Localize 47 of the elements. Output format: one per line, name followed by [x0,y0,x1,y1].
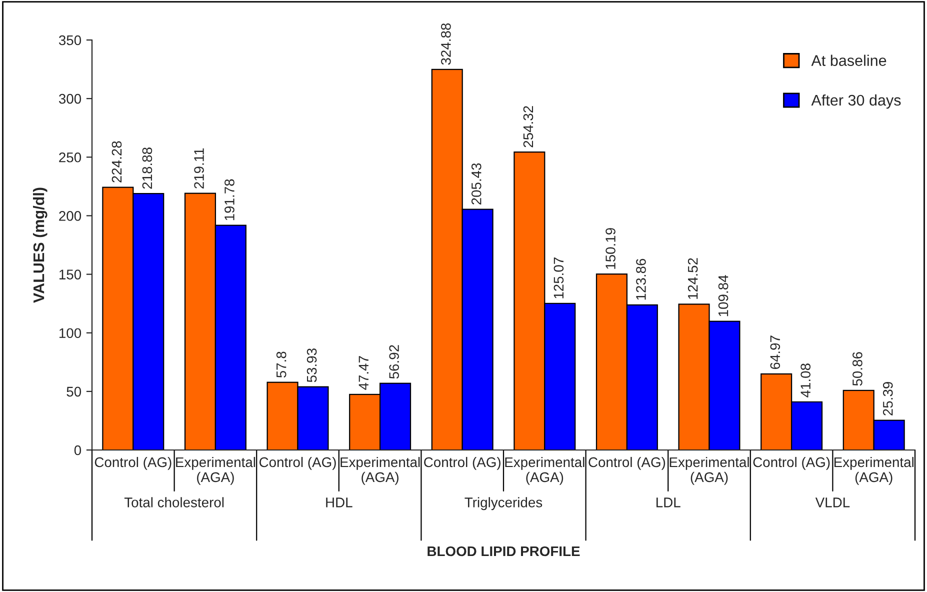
y-tick-label: 200 [59,211,82,221]
text: Total cholesterol [124,497,224,508]
data-label: 324.88 [441,23,451,65]
x-axis-title: BLOOD LIPID PROFILE [428,546,580,556]
x-tick-label: Control (AG) [94,456,172,470]
x-tick-label: Experimental (AGA) [670,456,749,485]
data-label: 56.92 [389,345,400,379]
data-label: 218.88 [142,148,152,189]
y-tick-label: 300 [58,94,82,104]
y-tick-label: 350 [58,35,82,46]
text: LDL [656,498,680,508]
x-tick-label: Control (AG) [259,456,336,470]
data-label: 254.32 [523,106,534,148]
data-label: 64.97 [770,336,780,370]
legend-label: After 30 days [811,94,901,109]
x-tick-label: Experimental (AGA) [834,456,914,485]
text: Triglycerides [464,497,542,510]
x-tick-label: Experimental (AGA) [176,456,256,485]
y-tick-label: 250 [59,152,82,162]
data-label: 191.78 [224,179,234,220]
data-label: 224.28 [112,141,122,182]
data-label: 219.11 [194,148,204,188]
x-tick-label: Experimental (AGA) [505,456,584,485]
y-axis-title: VALUES (mg/dl) [32,188,48,303]
data-label: 205.43 [471,163,482,204]
y-tick-label: 0 [74,445,82,456]
text: HDL [326,498,352,508]
data-label: 25.39 [882,382,893,416]
x-tick-label: Control (AG) [588,456,666,470]
data-label: 150.19 [606,228,616,269]
y-tick-label: 100 [59,328,82,338]
data-label: 125.07 [554,258,564,298]
data-label: 109.84 [718,275,728,316]
data-label: 123.86 [636,258,646,300]
y-tick-label: 150 [59,270,82,280]
x-tick-label: Control (AG) [753,456,830,470]
data-label: 57.8 [276,352,286,378]
data-label: 47.47 [358,356,368,390]
data-label: 41.08 [800,364,811,398]
text: VLDL [815,498,850,508]
legend-label: At baseline [811,54,886,66]
x-tick-label: Experimental (AGA) [340,456,420,485]
x-tick-label: Control (AG) [424,456,500,470]
data-label: 50.86 [852,352,862,386]
data-label: 124.52 [688,258,698,299]
y-tick-label: 50 [66,386,82,397]
data-label: 53.93 [306,348,317,382]
